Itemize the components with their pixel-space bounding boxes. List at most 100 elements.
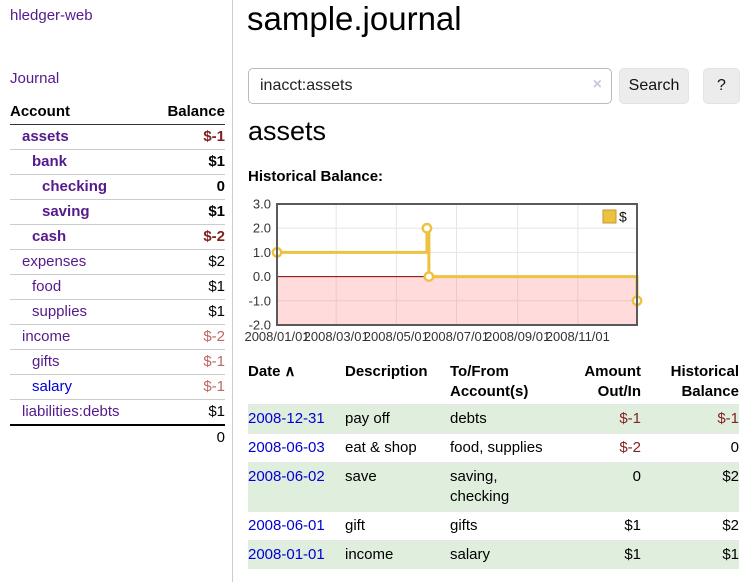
transaction-accounts: salary xyxy=(450,540,562,569)
account-row-gifts: gifts $-1 xyxy=(10,349,225,375)
account-row-bank: bank $1 xyxy=(10,149,225,175)
account-link[interactable]: expenses xyxy=(22,253,87,270)
search-button[interactable]: Search xyxy=(619,68,689,104)
transaction-description: income xyxy=(345,540,450,569)
transaction-date-link[interactable]: 2008-06-02 xyxy=(248,468,325,485)
account-balance: $-1 xyxy=(203,128,225,145)
transaction-accounts: saving, checking xyxy=(450,462,562,512)
account-row-liabilities:debts: liabilities:debts $1 xyxy=(10,399,225,425)
svg-text:$: $ xyxy=(619,209,627,225)
account-balance: $-2 xyxy=(150,224,225,250)
account-link[interactable]: supplies xyxy=(32,303,88,320)
chart-title: Historical Balance: xyxy=(248,168,384,185)
account-link[interactable]: assets xyxy=(22,128,69,145)
account-row-expenses: expenses $2 xyxy=(10,249,225,275)
transaction-amount: $-2 xyxy=(562,433,641,463)
account-link[interactable]: bank xyxy=(32,153,68,170)
transaction-amount: $1 xyxy=(562,511,641,541)
account-balance: $-2 xyxy=(150,324,225,350)
register-col-tofrom: To/From Account(s) xyxy=(450,363,529,400)
account-balance: $-1 xyxy=(150,349,225,375)
accounts-col-account: Account xyxy=(10,100,151,125)
register-col-amount: Amount Out/In xyxy=(584,363,641,400)
svg-text:2.0: 2.0 xyxy=(253,221,271,236)
transaction-row: 2008-06-01 gift gifts $1 $2 xyxy=(248,511,739,541)
account-heading: assets xyxy=(248,116,327,146)
account-link[interactable]: income xyxy=(22,328,71,345)
register-col-date[interactable]: Date ∧ xyxy=(248,363,296,380)
account-balance: $1 xyxy=(150,274,225,300)
transaction-date-link[interactable]: 2008-06-01 xyxy=(248,517,325,534)
svg-text:1.0: 1.0 xyxy=(253,245,271,260)
transaction-date-link[interactable]: 2008-12-31 xyxy=(248,410,325,427)
accounts-header-row: Account Balance xyxy=(10,100,225,125)
account-balance: $1 xyxy=(150,299,225,325)
transaction-description: save xyxy=(345,462,450,512)
svg-text:0.0: 0.0 xyxy=(253,269,271,284)
accounts-col-balance: Balance xyxy=(150,100,225,125)
balance-chart: $3.0 2.0 1.0 0.0 -1.0 -2.0 2008/01/01 2008/03/0… xyxy=(244,197,643,348)
transaction-date-link[interactable]: 2008-01-01 xyxy=(248,546,325,563)
transaction-row: 2008-12-31 pay off debts $-1 $-1 xyxy=(248,404,739,434)
accounts-total-row: 0 xyxy=(10,424,225,450)
account-balance: $1 xyxy=(150,199,225,225)
clear-search-icon[interactable]: × xyxy=(592,76,602,93)
account-link[interactable]: checking xyxy=(42,178,108,195)
account-balance: 0 xyxy=(150,174,225,200)
sidebar: hledger-web Journal Account Balance asse… xyxy=(0,0,233,582)
transaction-balance: $2 xyxy=(641,511,739,541)
page-title: sample.journal xyxy=(247,0,462,37)
account-link[interactable]: salary xyxy=(32,378,73,395)
transaction-row: 2008-01-01 income salary $1 $1 xyxy=(248,540,739,569)
sidebar-item-journal[interactable]: Journal xyxy=(10,70,60,87)
transaction-accounts: food, supplies xyxy=(450,433,562,463)
accounts-table: Account Balance assets $-1 bank $1 checking 0… xyxy=(10,100,225,450)
register-table: Date ∧ Description To/From Account(s) Amount O… xyxy=(248,360,739,569)
transaction-row: 2008-06-02 save saving, checking 0 $2 xyxy=(248,462,739,512)
account-balance: $2 xyxy=(150,249,225,275)
transaction-description: gift xyxy=(345,511,450,541)
svg-text:-1.0: -1.0 xyxy=(249,293,271,308)
account-balance: $1 xyxy=(150,399,225,425)
account-row-saving: saving $1 xyxy=(10,199,225,225)
transaction-accounts: debts xyxy=(450,404,562,434)
search-input[interactable] xyxy=(248,68,612,104)
svg-text:2008/11/01: 2008/11/01 xyxy=(546,329,610,344)
svg-text:2008/07/01: 2008/07/01 xyxy=(424,329,489,344)
account-link[interactable]: food xyxy=(32,278,62,295)
svg-text:2008/05/01: 2008/05/01 xyxy=(364,329,429,344)
account-balance: $-1 xyxy=(150,374,225,400)
transaction-balance: 0 xyxy=(641,433,739,463)
transaction-balance: $1 xyxy=(641,540,739,569)
account-link[interactable]: liabilities:debts xyxy=(22,403,120,420)
account-balance: $1 xyxy=(150,149,225,175)
transaction-date-link[interactable]: 2008-06-03 xyxy=(248,439,325,456)
help-button[interactable]: ? xyxy=(703,68,740,104)
transaction-balance: $-1 xyxy=(641,404,739,434)
transaction-row: 2008-06-03 eat & shop food, supplies $-2 0 xyxy=(248,433,739,463)
brand-link[interactable]: hledger-web xyxy=(10,7,93,24)
account-row-checking: checking 0 xyxy=(10,174,225,200)
sort-asc-icon[interactable]: ∧ xyxy=(284,363,296,380)
svg-text:3.0: 3.0 xyxy=(253,197,271,212)
account-link[interactable]: cash xyxy=(32,228,67,245)
account-row-food: food $1 xyxy=(10,274,225,300)
account-row-income: income $-2 xyxy=(10,324,225,350)
accounts-total-value: 0 xyxy=(150,424,225,450)
search-bar: × Search ? xyxy=(248,68,740,104)
account-link[interactable]: gifts xyxy=(32,353,60,370)
account-link[interactable]: saving xyxy=(42,203,90,220)
transaction-amount: $-1 xyxy=(562,404,641,434)
account-row-cash: cash $-2 xyxy=(10,224,225,250)
transaction-accounts: gifts xyxy=(450,511,562,541)
svg-text:2008/09/01: 2008/09/01 xyxy=(485,329,550,344)
transaction-description: pay off xyxy=(345,404,450,434)
account-row-supplies: supplies $1 xyxy=(10,299,225,325)
transaction-description: eat & shop xyxy=(345,433,450,463)
transaction-amount: 0 xyxy=(562,462,641,512)
svg-text:-2.0: -2.0 xyxy=(249,318,271,333)
register-col-description: Description xyxy=(345,363,428,380)
svg-text:2008/01/01: 2008/01/01 xyxy=(244,329,309,344)
account-row-salary: salary $-1 xyxy=(10,374,225,400)
transaction-amount: $1 xyxy=(562,540,641,569)
